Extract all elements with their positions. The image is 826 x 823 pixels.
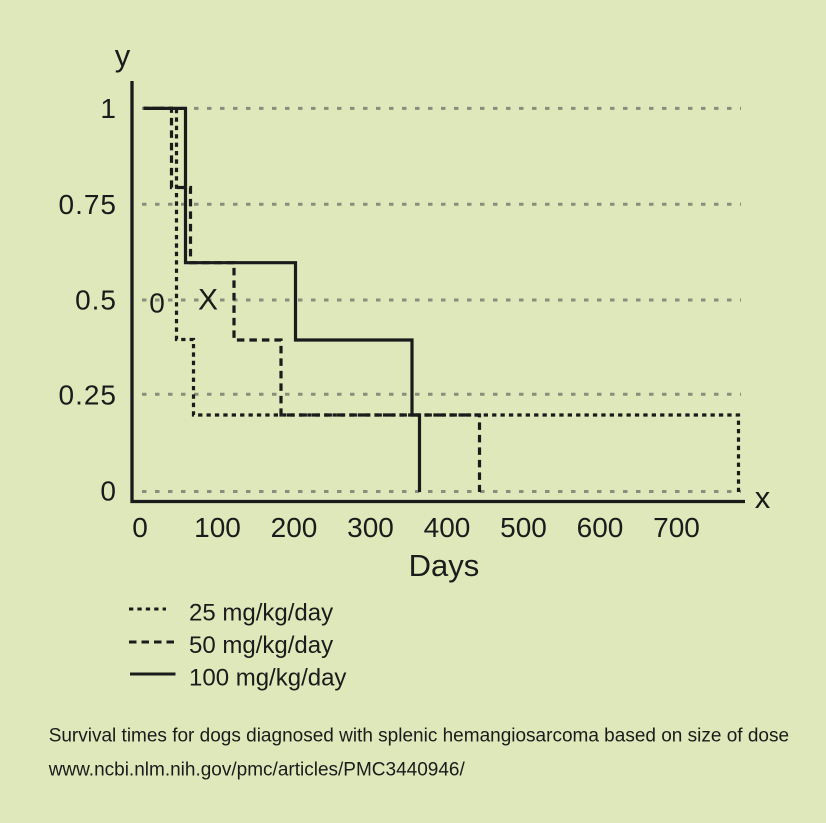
svg-text:700: 700 xyxy=(653,512,700,543)
svg-text:www.ncbi.nlm.nih.gov/pmc/artic: www.ncbi.nlm.nih.gov/pmc/articles/PMC344… xyxy=(48,760,466,781)
svg-text:100: 100 xyxy=(194,512,241,543)
svg-text:0: 0 xyxy=(100,476,117,507)
svg-text:500: 500 xyxy=(500,512,547,543)
svg-text:50 mg/kg/day: 50 mg/kg/day xyxy=(189,632,333,659)
svg-text:0: 0 xyxy=(149,288,165,319)
svg-text:0: 0 xyxy=(132,512,148,543)
svg-text:Survival times for dogs diagno: Survival times for dogs diagnosed with s… xyxy=(49,726,789,747)
svg-text:y: y xyxy=(115,38,131,73)
svg-text:Days: Days xyxy=(409,548,480,583)
svg-text:200: 200 xyxy=(271,512,318,543)
svg-text:X: X xyxy=(198,284,218,317)
svg-text:600: 600 xyxy=(577,512,624,543)
svg-text:400: 400 xyxy=(424,512,471,543)
svg-text:0.75: 0.75 xyxy=(59,189,118,220)
svg-text:300: 300 xyxy=(347,512,394,543)
svg-text:x: x xyxy=(755,480,771,515)
svg-text:0.25: 0.25 xyxy=(59,380,118,411)
svg-text:100 mg/kg/day: 100 mg/kg/day xyxy=(189,665,346,692)
svg-text:1: 1 xyxy=(100,93,117,124)
svg-text:25 mg/kg/day: 25 mg/kg/day xyxy=(189,600,333,627)
svg-text:0.5: 0.5 xyxy=(75,285,117,316)
